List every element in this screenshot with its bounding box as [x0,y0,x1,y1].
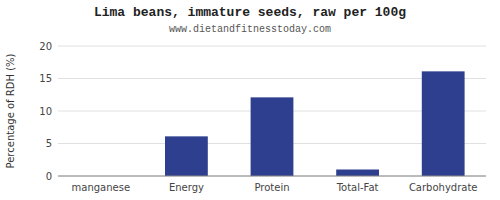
x-axis-line [58,176,486,177]
bar [422,71,465,176]
x-tick-label: Energy [169,182,204,193]
x-axis: manganese Energy Protein Total-Fat Carbohydr… [58,176,486,193]
bar [165,136,208,176]
x-tick-label: manganese [72,182,131,193]
bar [251,97,294,176]
grid-line [58,176,486,177]
y-tick-label: 10 [39,106,52,117]
title: Lima beans, immature seeds, raw per 100g [94,5,406,20]
bars [165,71,465,176]
chart-svg: Lima beans, immature seeds, raw per 100g… [0,0,500,200]
bar [336,170,379,177]
x-tick-label: Protein [254,182,289,193]
subtitle: www.dietandfitnesstoday.com [169,24,331,35]
chart-container: Lima beans, immature seeds, raw per 100g… [0,0,500,200]
x-tick-label: Carbohydrate [409,182,478,193]
x-tick-label: Total-Fat [336,182,379,193]
grid-line [58,46,486,47]
y-tick-label: 15 [39,73,52,84]
y-axis: 0 5 10 15 20 [39,41,486,182]
y-axis-label: Percentage of RDH (%) [5,53,16,168]
y-tick-label: 0 [46,171,52,182]
y-tick-label: 20 [39,41,52,52]
y-tick-label: 5 [46,138,52,149]
